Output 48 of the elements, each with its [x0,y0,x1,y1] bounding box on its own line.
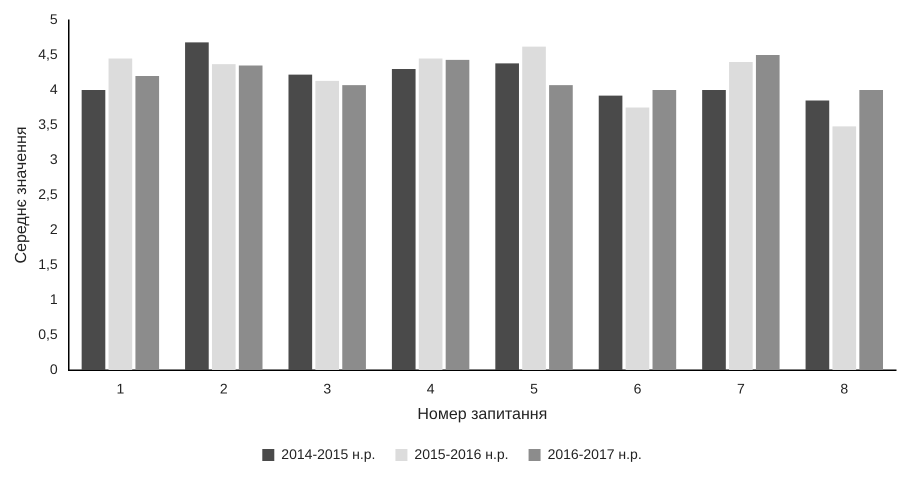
x-tick-label: 6 [634,380,642,396]
x-tick-label: 1 [116,380,124,396]
bar [549,85,573,370]
bar [135,76,160,370]
bar [212,64,236,370]
bar [82,90,106,370]
bar [392,69,416,370]
bar [598,96,622,370]
bar [342,85,366,370]
y-tick-label: 3 [50,150,58,167]
x-tick-label: 7 [736,380,745,396]
bar [859,90,884,370]
y-tick-label: 4 [50,80,58,97]
y-tick-label: 2,5 [38,186,58,202]
bar [185,42,209,370]
bar [652,90,676,370]
y-tick-label: 4,5 [38,46,58,62]
bar [315,80,340,370]
y-tick-label: 3,5 [38,116,58,132]
bar [238,66,263,370]
legend-label: 2014-2015 н.р. [281,446,376,462]
x-tick-label: 3 [323,380,332,396]
x-tick-label: 5 [530,380,538,396]
x-tick-label: 4 [426,380,435,396]
bar [806,100,830,370]
bar [522,46,546,370]
x-tick-label: 2 [220,380,228,396]
bar [418,58,442,370]
y-tick-label: 0 [50,360,58,377]
legend-label: 2015-2016 н.р. [414,446,509,462]
bar [729,62,753,370]
y-tick-label: 5 [50,10,58,27]
bar [108,58,132,370]
bar [288,74,312,370]
x-axis-title: Номер запитання [417,406,548,423]
y-tick-label: 2 [50,220,58,237]
bar [495,63,519,370]
bar [446,60,470,370]
bar [756,55,780,370]
bar [626,108,650,370]
x-tick-label: 8 [840,380,848,396]
y-axis-title: Середнє значення [13,126,30,264]
y-tick-label: 0,5 [38,326,58,342]
y-tick-label: 1,5 [38,256,58,272]
bar [832,126,856,370]
bar [702,90,726,370]
y-tick-label: 1 [50,290,58,307]
legend-label: 2016-2017 н.р. [548,446,642,462]
